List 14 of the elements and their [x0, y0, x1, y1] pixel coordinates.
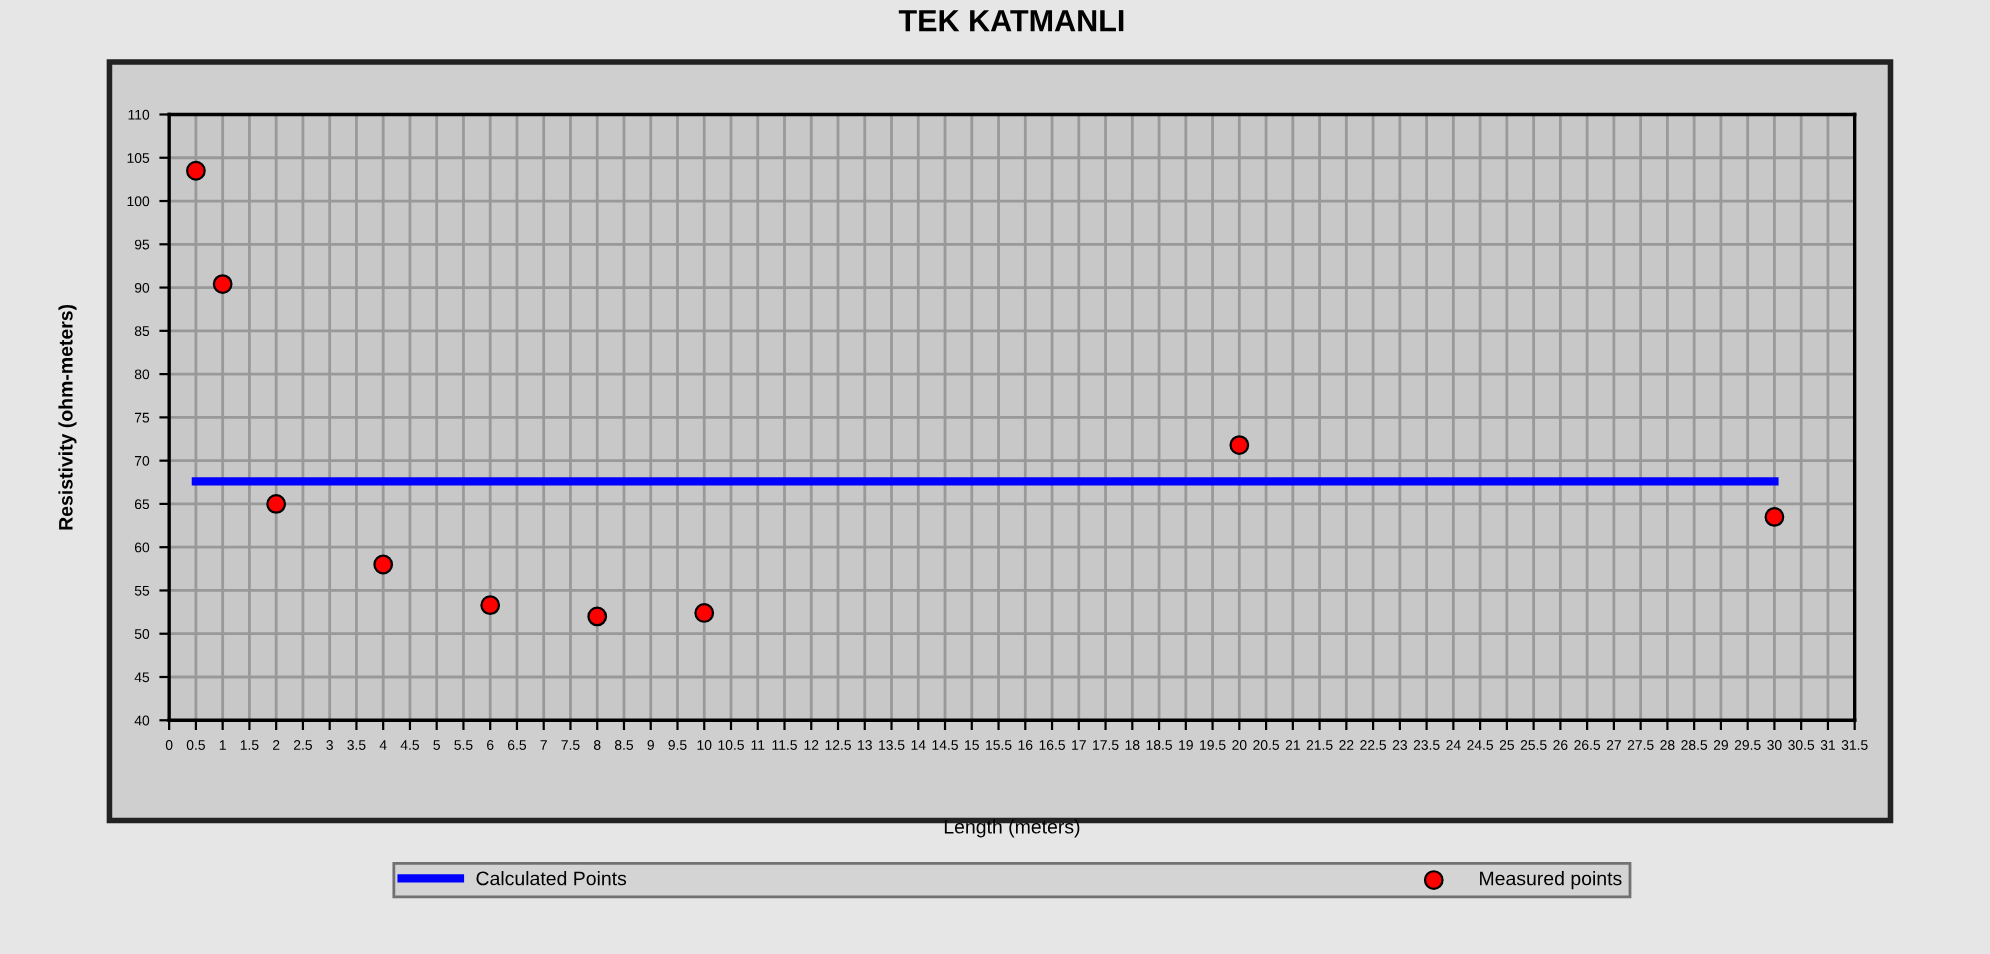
legend-label: Measured points [1480, 871, 1622, 890]
point [266, 494, 287, 514]
point [587, 606, 608, 627]
chart-title: TEK KATMANLI [898, 10, 1124, 32]
point [186, 160, 206, 181]
y-axis-title: Resistivity (ohm-meters) [58, 304, 77, 530]
point [480, 595, 501, 616]
point [373, 554, 394, 575]
point [1229, 435, 1250, 455]
point [694, 603, 715, 623]
point [212, 274, 233, 294]
x-axis-title: Length (meters) [944, 819, 1080, 838]
point [1764, 507, 1785, 527]
legend-label: Calculated Points [476, 871, 627, 886]
